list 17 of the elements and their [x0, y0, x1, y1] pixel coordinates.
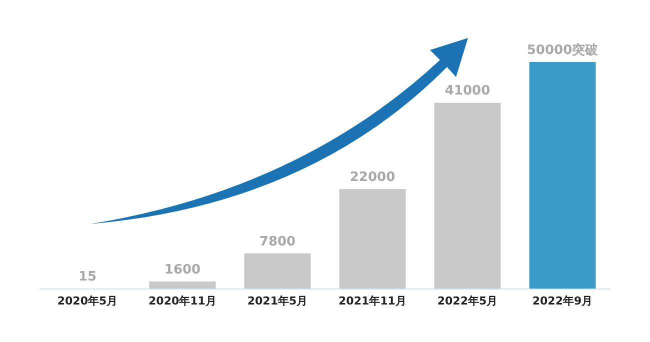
data-label: 7800 [259, 234, 296, 250]
data-label: 15 [78, 270, 97, 285]
x-tick-label: 2020年5月 [57, 294, 118, 308]
x-tick-label: 2022年5月 [437, 294, 498, 308]
bar [529, 62, 596, 289]
x-tick-label: 2021年11月 [338, 294, 406, 308]
data-label: 1600 [164, 262, 201, 278]
x-tick-label: 2022年9月 [532, 294, 593, 308]
bar [434, 102, 501, 289]
bar [149, 282, 216, 289]
bar [339, 189, 406, 289]
x-tick-label: 2020年11月 [148, 294, 216, 308]
data-label: 22000 [350, 170, 396, 185]
data-label: 41000 [444, 84, 490, 99]
bar [244, 253, 311, 289]
data-label: 50000突破 [526, 42, 600, 58]
x-tick-label: 2021年5月 [247, 294, 308, 308]
